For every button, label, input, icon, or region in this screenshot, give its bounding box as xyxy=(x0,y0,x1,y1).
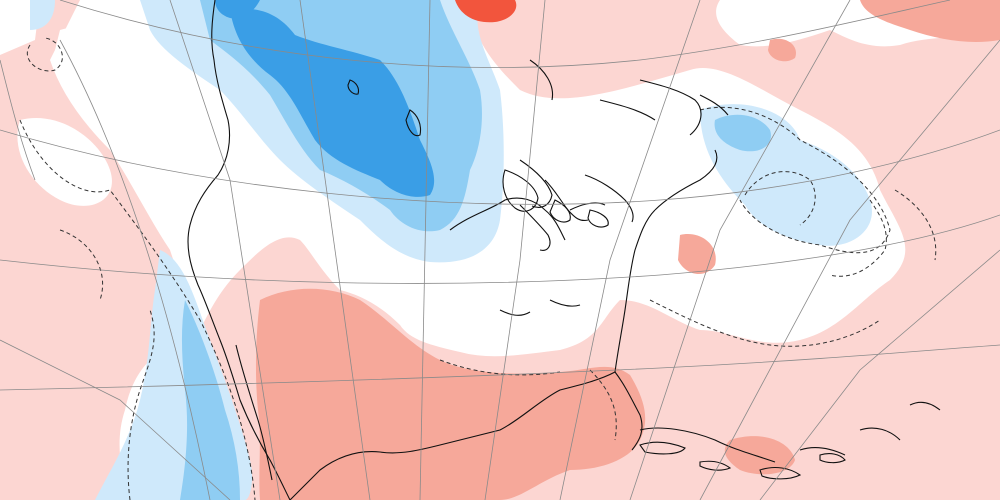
cool-strong-regions xyxy=(215,0,435,197)
lakes-and-islands xyxy=(347,79,846,480)
warm-strong-regions xyxy=(455,0,517,23)
warm-medium-regions xyxy=(255,0,1000,500)
coastlines xyxy=(187,0,941,500)
zero-contours xyxy=(19,37,937,500)
